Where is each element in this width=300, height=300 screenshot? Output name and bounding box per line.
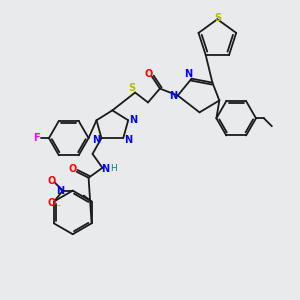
Text: S: S bbox=[214, 13, 221, 23]
Text: N: N bbox=[92, 135, 101, 145]
Text: N: N bbox=[56, 186, 64, 196]
Text: S: S bbox=[129, 82, 136, 93]
Text: N: N bbox=[184, 69, 193, 79]
Text: H: H bbox=[110, 164, 117, 173]
Text: N: N bbox=[169, 91, 177, 100]
Text: ⁻: ⁻ bbox=[57, 202, 61, 211]
Text: N: N bbox=[129, 115, 137, 125]
Text: N: N bbox=[101, 164, 110, 174]
Text: O: O bbox=[48, 176, 56, 186]
Text: O: O bbox=[48, 199, 56, 208]
Text: N: N bbox=[124, 135, 132, 145]
Text: O: O bbox=[145, 69, 153, 79]
Text: O: O bbox=[69, 164, 77, 174]
Text: F: F bbox=[33, 133, 39, 143]
